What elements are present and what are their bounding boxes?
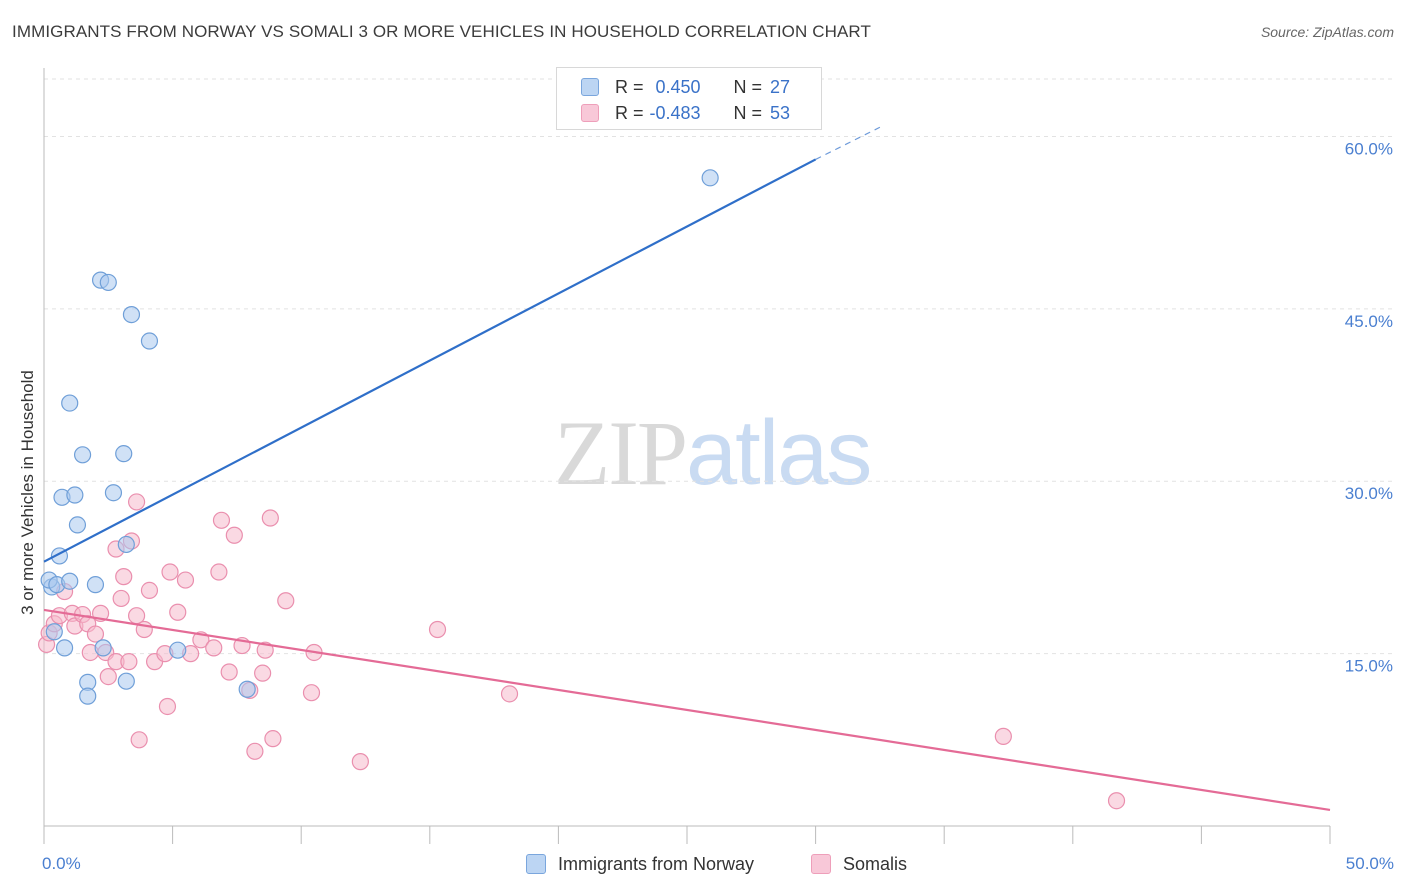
somali-point (500, 685, 519, 703)
y-axis-title: 3 or more Vehicles in Household (18, 370, 37, 615)
correlation-legend: R = 0.450 N = 27 R = -0.483 N = 53 (556, 67, 822, 130)
somali-point (176, 571, 195, 589)
norway-point (169, 641, 187, 659)
source-label: Source: ZipAtlas.com (1260, 24, 1394, 40)
somali-point (169, 603, 187, 621)
somali-point (212, 511, 231, 529)
somali-point (140, 581, 159, 600)
norway-point (86, 576, 105, 594)
somali-points (37, 493, 1126, 810)
somali-point (256, 641, 274, 659)
y-tick-label: 30.0% (1345, 484, 1393, 503)
chart-title: IMMIGRANTS FROM NORWAY VS SOMALI 3 OR MO… (12, 22, 871, 41)
somali-point (225, 526, 243, 544)
legend-somali-name: Somalis (843, 853, 908, 874)
somali-point (264, 730, 282, 748)
somali-point (86, 625, 105, 643)
somali-point (994, 727, 1012, 745)
somali-swatch (581, 104, 599, 122)
somali-point (302, 684, 321, 702)
legend-row-somali: R = -0.483 N = 53 (581, 101, 790, 125)
somali-point (130, 731, 148, 749)
somali-legend-swatch (811, 854, 831, 874)
somali-point (246, 742, 264, 760)
legend-norway-n: 27 (770, 76, 791, 97)
norway-point (66, 486, 84, 504)
norway-point (238, 680, 256, 698)
norway-point (140, 332, 159, 350)
norway-swatch (581, 78, 599, 96)
norway-point (68, 516, 87, 534)
somali-point (1107, 792, 1126, 810)
somali-point (120, 653, 138, 671)
norway-point (701, 169, 719, 187)
norway-point (73, 446, 92, 464)
norway-point (122, 305, 141, 324)
norway-point (61, 394, 79, 412)
legend-somali-r: -0.483 (649, 102, 701, 123)
somali-point (205, 639, 223, 657)
legend-somali-n: 53 (770, 102, 791, 123)
legend-r-label: R = (615, 102, 644, 123)
norway-point (117, 535, 135, 554)
somali-point (261, 509, 279, 527)
x-tick-label-min: 0.0% (42, 854, 81, 873)
legend-n-label: N = (733, 102, 763, 123)
norway-point (117, 672, 135, 690)
norway-point (104, 484, 123, 502)
somali-point (351, 753, 369, 771)
norway-point (99, 273, 117, 292)
somali-point (428, 620, 447, 639)
legend-row-norway: R = 0.450 N = 27 (581, 75, 790, 99)
y-tick-label: 15.0% (1345, 657, 1393, 676)
bottom-legend-norway: Immigrants from Norway (526, 852, 754, 876)
somali-point (220, 663, 238, 681)
x-tick-label-max: 50.0% (1346, 854, 1394, 873)
norway-points (40, 169, 719, 705)
somali-trend-line (43, 608, 1331, 811)
bottom-legend-somali: Somalis (811, 852, 907, 876)
somali-point (254, 664, 272, 682)
legend-n-label: N = (733, 76, 763, 97)
somali-point (115, 568, 133, 586)
somali-point (112, 589, 130, 608)
somali-point (161, 563, 179, 581)
norway-point (45, 623, 63, 641)
somali-point (210, 563, 228, 581)
somali-point (99, 667, 117, 686)
norway-point (79, 687, 97, 705)
watermark-zip: ZIP (554, 402, 688, 504)
norway-trend-extension (815, 126, 881, 160)
norway-point (94, 639, 112, 657)
somali-point (277, 592, 295, 610)
somali-point (127, 493, 146, 511)
grid-lines (44, 78, 1394, 655)
trend-lines (43, 126, 1331, 811)
watermark-atlas: atlas (686, 402, 872, 504)
legend-r-label: R = (615, 76, 644, 97)
legend-norway-r: 0.450 (655, 76, 701, 97)
axes (43, 68, 1331, 844)
norway-legend-swatch (526, 854, 546, 874)
norway-point (55, 639, 74, 657)
norway-point (115, 445, 133, 463)
axis-labels: 15.0% 30.0% 45.0% 60.0% 0.0% 50.0% 3 or more V… (18, 139, 1394, 873)
y-tick-label: 60.0% (1345, 139, 1393, 158)
y-tick-label: 45.0% (1345, 312, 1393, 331)
legend-norway-name: Immigrants from Norway (558, 853, 755, 874)
watermark: ZIPatlas (554, 400, 872, 506)
somali-point (158, 697, 177, 716)
norway-trend-line (43, 158, 817, 563)
norway-point (61, 572, 79, 590)
